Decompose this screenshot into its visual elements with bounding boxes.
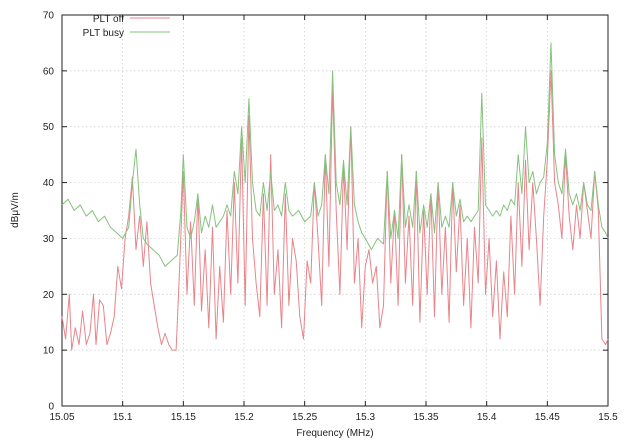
legend-label-plt-off: PLT off — [93, 14, 124, 25]
y-axis-title: dBμV/m — [10, 192, 21, 228]
x-axis-title: Frequency (MHz) — [296, 428, 373, 439]
y-tick-label: 20 — [43, 290, 55, 301]
x-tick-label: 15.35 — [413, 412, 438, 423]
y-tick-label: 50 — [43, 122, 55, 133]
y-tick-label: 0 — [48, 402, 54, 413]
plot-frame — [61, 14, 609, 407]
x-tick-label: 15.15 — [171, 412, 196, 423]
x-tick-label: 15.5 — [598, 412, 618, 423]
legend-label-plt-busy: PLT busy — [83, 28, 124, 39]
y-tick-label: 60 — [43, 66, 55, 77]
x-tick-label: 15.3 — [356, 412, 376, 423]
y-tick-label: 10 — [43, 346, 55, 357]
y-tick-label: 70 — [43, 11, 55, 22]
y-tick-label: 40 — [43, 178, 55, 189]
x-tick-label: 15.1 — [113, 412, 133, 423]
series-line-plt-off — [61, 70, 609, 351]
grid — [62, 15, 608, 406]
series-group — [61, 42, 609, 351]
x-tick-label: 15.45 — [535, 412, 560, 423]
x-tick-label: 15.4 — [477, 412, 497, 423]
y-tick-label: 30 — [43, 234, 55, 245]
series-line-plt-busy — [61, 42, 609, 267]
x-tick-label: 15.05 — [49, 412, 74, 423]
x-tick-label: 15.25 — [292, 412, 317, 423]
legend: PLT off PLT busy — [83, 14, 170, 39]
x-tick-label: 15.2 — [234, 412, 254, 423]
axis-ticks: 15.05 15.1 15.15 15.2 15.25 15.3 15.35 15.4 15.4… — [43, 11, 618, 424]
